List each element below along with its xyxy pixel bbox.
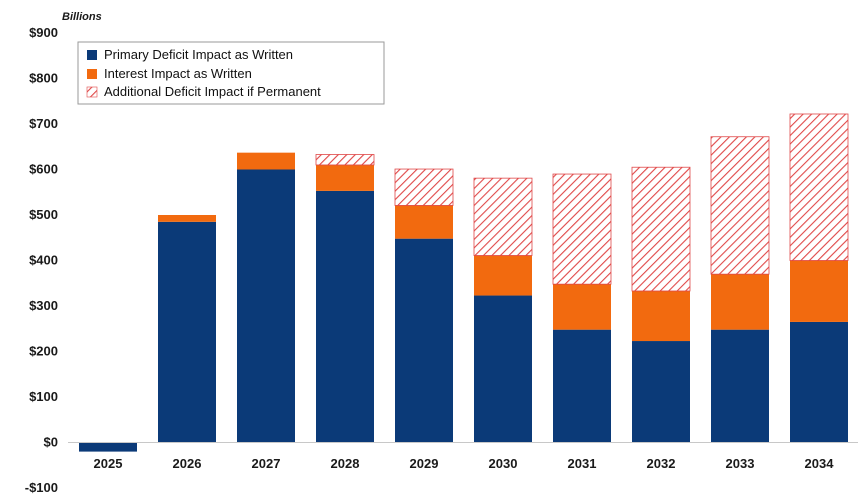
bar-2028-series-3	[315, 154, 375, 166]
bar-2030-series-3	[473, 177, 533, 256]
bar-2034-series-3	[789, 113, 849, 261]
bar-2031-series-3	[552, 173, 612, 285]
x-tick-label: 2034	[805, 456, 835, 471]
x-tick-label: 2026	[173, 456, 202, 471]
x-tick-label: 2028	[331, 456, 360, 471]
bar-2034-series-1	[790, 321, 848, 443]
legend-swatch-permanent	[86, 86, 98, 98]
y-tick-label: $400	[29, 253, 58, 268]
y-tick-label: $300	[29, 298, 58, 313]
y-tick-label: $800	[29, 71, 58, 86]
y-tick-label: $500	[29, 207, 58, 222]
bar-2030-series-2	[474, 255, 532, 296]
bar-2033-series-1	[711, 329, 769, 443]
legend-label-interest: Interest Impact as Written	[104, 66, 252, 81]
legend-swatch-interest	[87, 69, 97, 79]
y-tick-label: $200	[29, 344, 58, 359]
bar-2026-series-2	[158, 215, 216, 222]
bar-2031-series-2	[553, 284, 611, 330]
y-tick-label: -$100	[25, 480, 58, 495]
bar-2033-series-3	[710, 136, 770, 275]
x-tick-label: 2033	[726, 456, 755, 471]
bar-2025-series-1	[79, 442, 137, 452]
legend-label-primary: Primary Deficit Impact as Written	[104, 47, 293, 62]
bar-2033-series-2	[711, 274, 769, 330]
y-tick-label: $100	[29, 389, 58, 404]
y-tick-label: $600	[29, 162, 58, 177]
legend-label-permanent: Additional Deficit Impact if Permanent	[104, 84, 321, 99]
bar-2028-series-1	[316, 190, 374, 443]
bar-2027-series-2	[237, 152, 295, 170]
bar-2032-series-2	[632, 290, 690, 342]
bar-2031-series-1	[553, 329, 611, 443]
legend: Primary Deficit Impact as Written Intere…	[77, 41, 385, 105]
bar-2032-series-1	[632, 341, 690, 443]
bar-2032-series-3	[631, 166, 691, 292]
bar-2029-series-2	[395, 205, 453, 239]
legend-box	[77, 41, 385, 105]
legend-swatch-primary	[87, 50, 97, 60]
y-tick-label: $900	[29, 25, 58, 40]
x-tick-label: 2025	[94, 456, 123, 471]
bars	[79, 113, 849, 452]
y-axis: -$100 $0 $100 $200 $300 $400 $500 $600 $700 $800 $…	[25, 25, 58, 495]
bar-2029-series-3	[394, 168, 454, 206]
bar-2034-series-2	[790, 260, 848, 322]
bar-2028-series-2	[316, 164, 374, 191]
bar-2026-series-1	[158, 221, 216, 443]
x-tick-label: 2029	[410, 456, 439, 471]
x-axis: 2025 2026 2027 2028 2029 2030 2031 2032 2033 2034	[94, 456, 835, 471]
bar-2030-series-1	[474, 295, 532, 443]
x-tick-label: 2032	[647, 456, 676, 471]
x-tick-label: 2030	[489, 456, 518, 471]
x-tick-label: 2027	[252, 456, 281, 471]
unit-label: Billions	[62, 11, 102, 23]
y-tick-label: $700	[29, 116, 58, 131]
bar-2029-series-1	[395, 238, 453, 443]
bar-2027-series-1	[237, 169, 295, 443]
x-tick-label: 2031	[568, 456, 597, 471]
y-tick-label: $0	[44, 435, 58, 450]
